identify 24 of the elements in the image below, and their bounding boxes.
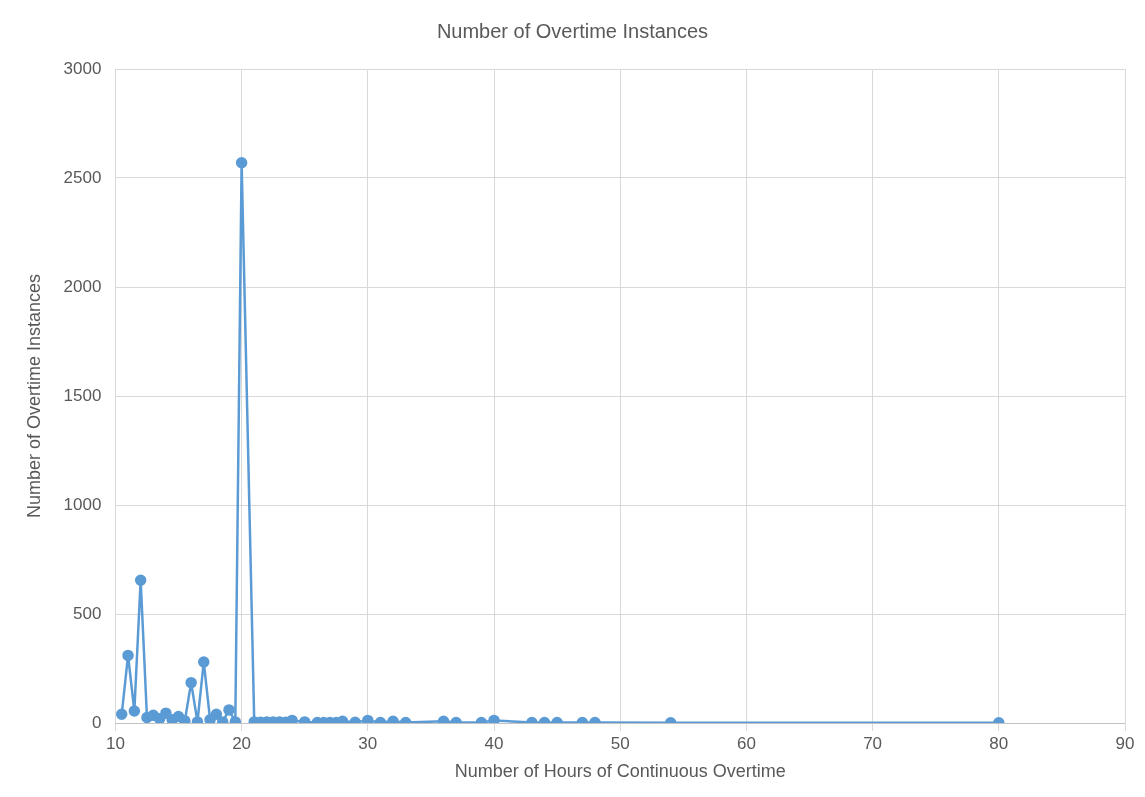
point [488,714,500,723]
x-tick-label: 10 [105,733,125,753]
chart-title: Number of Overtime Instances [436,19,709,42]
x-tick-label: 80 [989,733,1009,753]
point [235,156,248,169]
x-tick-label: 90 [1115,733,1135,753]
y-axis-title: Number of Overtime Instances [23,273,44,519]
point [134,574,147,586]
x-tick-label: 20 [232,733,252,753]
x-tick-label: 70 [863,733,883,753]
y-tick-label: 1000 [63,494,102,514]
point [286,714,298,723]
y-tick-label: 2000 [63,276,102,296]
x-tick-label: 50 [610,733,630,753]
x-tick-label: 30 [358,733,378,753]
y-tick-label: 1500 [63,385,102,405]
point [362,714,374,723]
y-tick-label: 500 [73,603,102,623]
x-tick-label: 40 [484,733,504,753]
x-axis-title: Number of Hours of Continuous Overtime [454,761,786,782]
x-tick-label: 60 [736,733,756,753]
y-tick-label: 2500 [63,167,102,187]
y-tick-label: 3000 [63,58,102,78]
y-tick-label: 0 [91,712,102,732]
